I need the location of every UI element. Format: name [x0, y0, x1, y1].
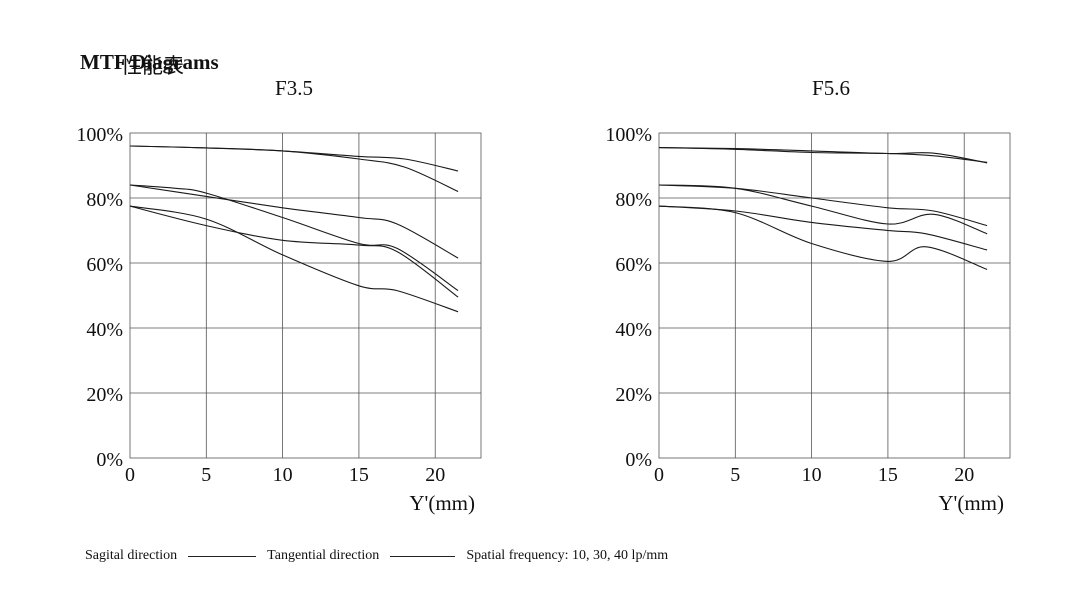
chart2-xtick-label: 10 [802, 464, 822, 486]
chart2-xtick-label: 15 [878, 464, 898, 486]
page-title: MTF Diagrams 性能表 [80, 50, 219, 78]
chart2-plot-frame [658, 132, 1011, 459]
chart2-title: F5.6 [812, 76, 850, 100]
chart2-ytick-label: 60% [615, 254, 652, 276]
chart2-xtick-label: 0 [654, 464, 664, 486]
chart2-series-line [658, 205, 988, 251]
chart1-ytick-label: 60% [86, 254, 123, 276]
chart2-xtick-label: 20 [954, 464, 974, 486]
chart2-ytick-label: 20% [615, 384, 652, 406]
chart1-ytick-label: 40% [86, 319, 123, 341]
chart1-series-line [129, 205, 459, 298]
chart2-ytick-label: 100% [605, 124, 652, 146]
legend-frequency-label: Spatial frequency: 10, 30, 40 lp/mm [466, 548, 669, 563]
page-title-en: MTF Diagrams [80, 50, 219, 74]
chart2-series-line [658, 184, 988, 235]
chart2-x-axis-label: Y'(mm) [938, 491, 1004, 515]
chart2-xtick-label: 5 [730, 464, 740, 486]
chart1-xtick-label: 20 [425, 464, 445, 486]
chart2-ytick-label: 0% [625, 449, 652, 471]
chart1-ytick-label: 100% [76, 124, 123, 146]
chart1-ytick-label: 20% [86, 384, 123, 406]
chart1-plot-frame [129, 132, 482, 459]
chart1-xtick-label: 0 [125, 464, 135, 486]
legend-sagittal-line [188, 555, 257, 557]
legend-tangential-label: Tangential direction [267, 548, 380, 563]
legend-sagittal-label: Sagital direction [85, 548, 178, 563]
chart2-series-line [658, 184, 988, 227]
chart1-x-axis-label: Y'(mm) [409, 491, 475, 515]
chart1-series-line [129, 145, 459, 172]
chart2-series-line [658, 147, 988, 163]
chart1-ytick-label: 0% [96, 449, 123, 471]
chart1-series-line [129, 184, 459, 292]
chart1-xtick-label: 10 [273, 464, 293, 486]
page-title-cn: 性能表 [121, 54, 184, 78]
chart1-xtick-label: 5 [201, 464, 211, 486]
chart1-series-line [129, 205, 459, 313]
legend: Sagital direction Tangential direction S… [85, 548, 668, 564]
chart2-series-line [658, 205, 988, 271]
legend-tangential-line [390, 555, 456, 557]
chart1-series-line [129, 184, 459, 259]
chart1-series-line [129, 145, 459, 192]
chart1-title: F3.5 [275, 76, 313, 100]
chart2-ytick-label: 80% [615, 189, 652, 211]
chart1-xtick-label: 15 [349, 464, 369, 486]
chart2-ytick-label: 40% [615, 319, 652, 341]
chart2-series-line [658, 147, 988, 164]
chart1-ytick-label: 80% [86, 189, 123, 211]
